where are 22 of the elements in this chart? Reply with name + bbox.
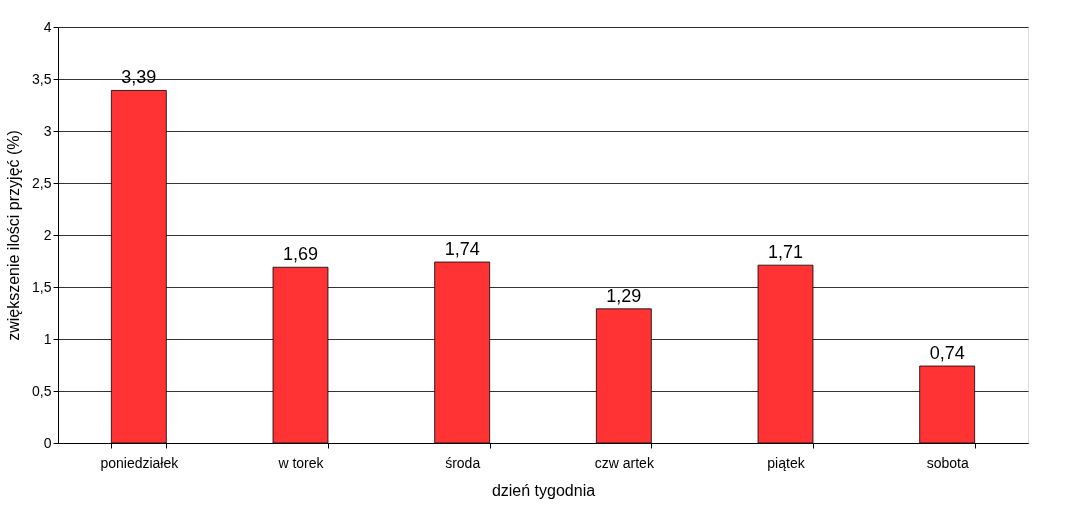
y-tick-label: 4 xyxy=(43,18,52,35)
data-label: 0,74 xyxy=(929,343,965,364)
y-tick-label: 1,5 xyxy=(32,278,52,295)
y-axis-title: zwiększenie ilości przyjęć (%) xyxy=(5,130,23,341)
y-tick-label: 0,5 xyxy=(32,382,52,399)
y-tick-label: 2,5 xyxy=(32,174,52,191)
x-axis-title: dzień tygodnia xyxy=(491,481,596,499)
x-tick-label: środa xyxy=(445,454,481,471)
y-tick-label: 3,5 xyxy=(32,70,52,87)
x-tick-label: czw artek xyxy=(594,454,655,471)
x-tick-label: piątek xyxy=(767,454,806,471)
data-label: 1,29 xyxy=(606,285,642,306)
data-label: 1,69 xyxy=(282,244,319,265)
y-tick-label: 3 xyxy=(43,122,52,139)
data-label: 1,71 xyxy=(767,242,804,263)
x-tick-label: w torek xyxy=(277,454,325,471)
y-tick-label: 0 xyxy=(43,434,52,451)
x-tick-label: poniedziałek xyxy=(100,454,180,471)
y-tick-label: 1 xyxy=(43,330,52,347)
data-label: 1,74 xyxy=(444,239,480,260)
x-tick-label: sobota xyxy=(926,454,969,471)
y-tick-label: 2 xyxy=(43,226,52,243)
